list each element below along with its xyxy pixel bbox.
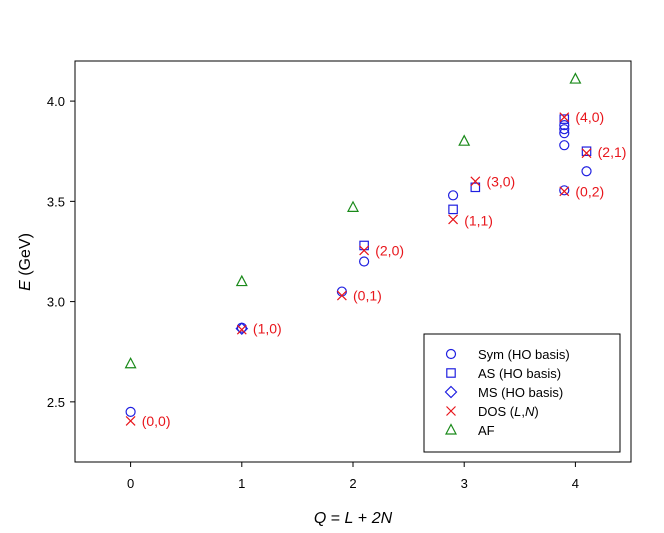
point-sym-ho-basis xyxy=(559,185,570,196)
point-as-ho-basis xyxy=(559,114,570,124)
point-as-ho-basis xyxy=(448,204,458,215)
point-af xyxy=(124,356,137,369)
legend: Sym (HO basis) AS (HO basis) MS (HO basi… xyxy=(423,333,621,453)
legend-marker-triangle xyxy=(445,423,457,435)
x-tick-label: 0 xyxy=(127,476,134,491)
legend-markers xyxy=(444,348,458,435)
point-dos-l-n xyxy=(236,324,247,335)
legend-marker-square xyxy=(446,368,456,378)
point-dos-l-n xyxy=(448,214,459,225)
y-tick-label: 3.5 xyxy=(47,194,65,209)
axis-ticks: 0 1 2 3 4 2.5 3.0 3.5 4.0 xyxy=(47,94,579,491)
point-sym-ho-basis xyxy=(559,140,570,151)
data-markers xyxy=(124,72,592,426)
annotation-label: (1,1) xyxy=(464,212,493,228)
y-tick-label: 3.0 xyxy=(47,295,65,310)
annotation-label: (4,0) xyxy=(575,109,604,125)
y-axis-label: E (GeV) xyxy=(17,233,34,291)
legend-label-as: AS (HO basis) xyxy=(478,366,561,381)
point-dos-l-n xyxy=(559,186,570,197)
legend-label-sym: Sym (HO basis) xyxy=(478,347,570,362)
point-sym-ho-basis xyxy=(125,406,136,417)
annotation-label: (2,1) xyxy=(598,144,627,160)
point-sym-ho-basis xyxy=(559,120,570,131)
point-af xyxy=(347,200,359,212)
x-tick-label: 4 xyxy=(572,476,579,491)
annotation-label: (2,0) xyxy=(375,242,404,258)
point-dos-l-n xyxy=(581,148,592,159)
legend-marker-circle xyxy=(445,348,457,360)
point-sym-ho-basis xyxy=(559,128,570,139)
legend-marker-diamond xyxy=(444,385,458,399)
point-sym-ho-basis xyxy=(359,256,370,267)
annotation-label: (3,0) xyxy=(486,173,515,189)
point-dos-l-n xyxy=(125,415,136,426)
point-sym-ho-basis xyxy=(559,124,570,135)
point-dos-l-n xyxy=(559,112,570,123)
point-sym-ho-basis xyxy=(336,286,347,297)
legend-label-ms: MS (HO basis) xyxy=(478,385,563,400)
point-dos-l-n xyxy=(470,176,481,187)
point-as-ho-basis xyxy=(470,182,481,193)
y-tick-label: 4.0 xyxy=(47,94,65,109)
annotation-label: (1,0) xyxy=(253,321,282,337)
legend-label-dos: DOS (L,N) xyxy=(478,404,539,419)
x-tick-label: 2 xyxy=(349,476,356,491)
legend-box xyxy=(423,333,621,453)
point-dos-l-n xyxy=(359,245,370,256)
y-tick-label: 2.5 xyxy=(47,395,65,410)
annotation-label: (0,0) xyxy=(142,413,171,429)
point-sym-ho-basis xyxy=(581,166,592,177)
point-sym-ho-basis xyxy=(447,190,459,201)
annotation-label: (0,2) xyxy=(575,183,604,199)
point-dos-l-n xyxy=(336,290,347,301)
point-af xyxy=(458,134,471,146)
point-af xyxy=(235,274,248,287)
legend-marker-x xyxy=(446,406,456,416)
x-tick-label: 1 xyxy=(238,476,245,491)
annotation-label: (0,1) xyxy=(353,288,382,304)
x-axis-label: Q = L + 2N xyxy=(314,510,393,527)
point-annotations: (0,0) (1,0) (0,1) (2,0) (1,1) (3,0) (4,0) (2,1)… xyxy=(142,109,627,429)
point-af xyxy=(569,72,582,84)
point-as-ho-basis xyxy=(581,146,592,157)
x-tick-label: 3 xyxy=(461,476,468,491)
legend-label-af: AF xyxy=(478,423,495,438)
point-as-ho-basis xyxy=(359,240,369,251)
